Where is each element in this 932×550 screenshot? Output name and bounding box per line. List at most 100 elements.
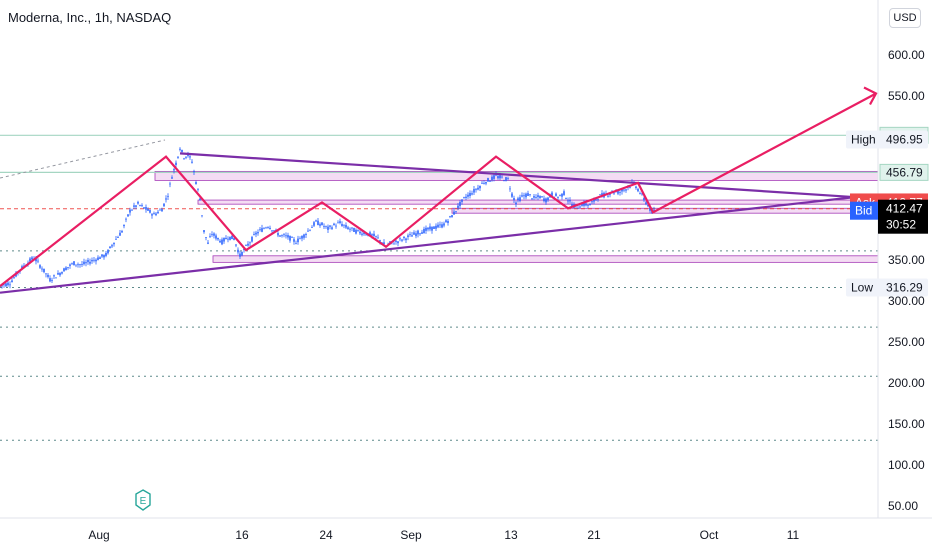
candle xyxy=(437,222,439,229)
candle xyxy=(517,196,519,203)
x-tick-label: Oct xyxy=(700,528,719,542)
candle xyxy=(45,273,47,278)
candle xyxy=(599,194,601,196)
candle xyxy=(175,160,177,168)
candle xyxy=(265,226,267,229)
candle xyxy=(401,238,403,243)
candle xyxy=(153,211,155,215)
candle xyxy=(319,222,321,228)
candle xyxy=(409,231,411,237)
candle xyxy=(39,264,41,269)
candle xyxy=(375,235,377,239)
chart-title: Moderna, Inc., 1h, NASDAQ xyxy=(8,10,172,25)
candle xyxy=(561,193,563,200)
candle xyxy=(89,258,91,266)
y-tick-label: 600.00 xyxy=(888,48,925,62)
x-tick-label: Aug xyxy=(88,528,109,542)
candle xyxy=(37,258,39,264)
svg-text:E: E xyxy=(140,496,147,507)
price-labels: 501.97High496.95456.79Ask412.77Bid412.47… xyxy=(846,126,929,297)
candle xyxy=(399,237,401,242)
candle xyxy=(125,217,127,223)
candle xyxy=(359,229,361,235)
candle xyxy=(377,234,379,239)
candle xyxy=(197,188,199,192)
candle xyxy=(143,207,145,209)
candle xyxy=(353,227,355,233)
candle xyxy=(191,159,193,164)
candle xyxy=(183,157,185,160)
candle xyxy=(297,235,299,245)
candle xyxy=(355,228,357,235)
candle xyxy=(109,246,111,249)
candle xyxy=(559,194,561,197)
currency-button[interactable]: USD xyxy=(889,8,921,28)
x-tick-label: 13 xyxy=(504,528,518,542)
candle xyxy=(425,225,427,234)
candle xyxy=(215,233,217,241)
candle xyxy=(85,259,87,267)
candle xyxy=(547,196,549,202)
candle xyxy=(331,225,333,231)
candle xyxy=(43,268,45,274)
candle xyxy=(383,239,385,245)
candle xyxy=(221,237,223,246)
candle xyxy=(653,206,655,212)
candle xyxy=(65,266,67,271)
candle xyxy=(429,223,431,232)
candle xyxy=(95,258,97,265)
candle xyxy=(239,250,241,259)
candle xyxy=(171,175,173,179)
price-label-low: Low 316.29 xyxy=(846,278,928,297)
candle xyxy=(565,197,567,200)
candle xyxy=(503,179,505,182)
candle xyxy=(75,264,77,268)
candle xyxy=(333,222,335,226)
candle xyxy=(137,200,139,205)
candle xyxy=(625,188,627,193)
y-tick-label: 350.00 xyxy=(888,253,925,267)
candle xyxy=(51,277,53,283)
zigzag-line xyxy=(0,92,877,287)
candle xyxy=(587,204,589,208)
candle xyxy=(281,234,283,238)
candle xyxy=(509,185,511,192)
candle xyxy=(361,231,363,237)
candle xyxy=(513,195,515,203)
candle xyxy=(141,203,143,208)
candle xyxy=(203,230,205,234)
candle xyxy=(249,241,251,247)
candle xyxy=(129,207,131,216)
earnings-icon[interactable]: E xyxy=(134,489,152,511)
candle xyxy=(235,244,237,248)
candle xyxy=(209,233,211,238)
time-axis[interactable]: Aug 16 24 Sep 13 21 Oct 11 xyxy=(88,528,799,542)
candle xyxy=(525,192,527,200)
candle xyxy=(487,177,489,182)
candle xyxy=(259,227,261,232)
x-tick-label: 16 xyxy=(235,528,249,542)
candle xyxy=(305,232,307,238)
candle xyxy=(77,262,79,268)
candle xyxy=(159,208,161,211)
candle xyxy=(81,261,83,268)
y-tick-label: 100.00 xyxy=(888,458,925,472)
y-tick-label: 200.00 xyxy=(888,376,925,390)
price-label-zone: 456.79 xyxy=(879,163,929,181)
candle xyxy=(283,233,285,238)
candle xyxy=(103,254,105,260)
candle xyxy=(155,211,157,217)
candle xyxy=(511,191,513,198)
x-tick-label: Sep xyxy=(400,528,422,542)
y-tick-label: 50.00 xyxy=(888,499,918,513)
candle xyxy=(433,226,435,230)
candle xyxy=(271,230,273,233)
y-tick-label: 550.00 xyxy=(888,89,925,103)
candle xyxy=(449,215,451,219)
candle xyxy=(79,263,81,268)
trend-dash xyxy=(0,139,166,179)
candle xyxy=(537,192,539,201)
candle xyxy=(471,190,473,196)
price-axis[interactable]: 600.00 550.00 350.00 300.00 250.00 200.00 150.… xyxy=(888,48,925,513)
